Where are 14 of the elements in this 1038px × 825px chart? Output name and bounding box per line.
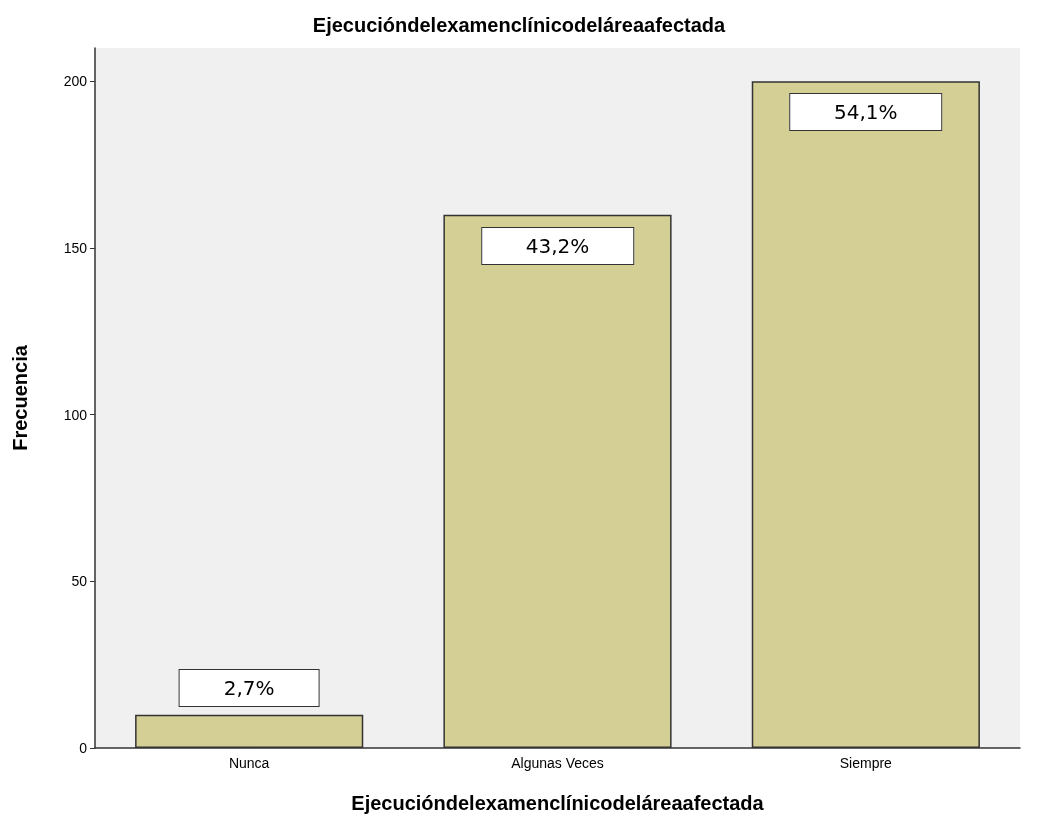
chart-title: Ejecucióndelexamenclínicodeláreaafectada: [312, 14, 727, 36]
y-tick-label: 200: [63, 73, 88, 90]
x-tick-label: Nunca: [228, 755, 270, 771]
y-tick-label: 0: [79, 740, 88, 756]
y-tick-label: 50: [71, 573, 88, 590]
y-tick-label: 150: [63, 240, 88, 256]
y-tick-label: 100: [63, 406, 88, 423]
x-tick-label: Siempre: [839, 755, 893, 771]
label-box: 2,7%: [178, 668, 320, 707]
x-tick-label: Algunas Veces: [511, 755, 604, 771]
label-box: 54,1%: [789, 93, 943, 132]
label-box: 43,2%: [480, 226, 635, 265]
y-axis-title: Frecuencia: [9, 344, 31, 451]
x-axis-title: Ejecucióndelexamenclínicodeláreaafectada: [351, 792, 765, 814]
